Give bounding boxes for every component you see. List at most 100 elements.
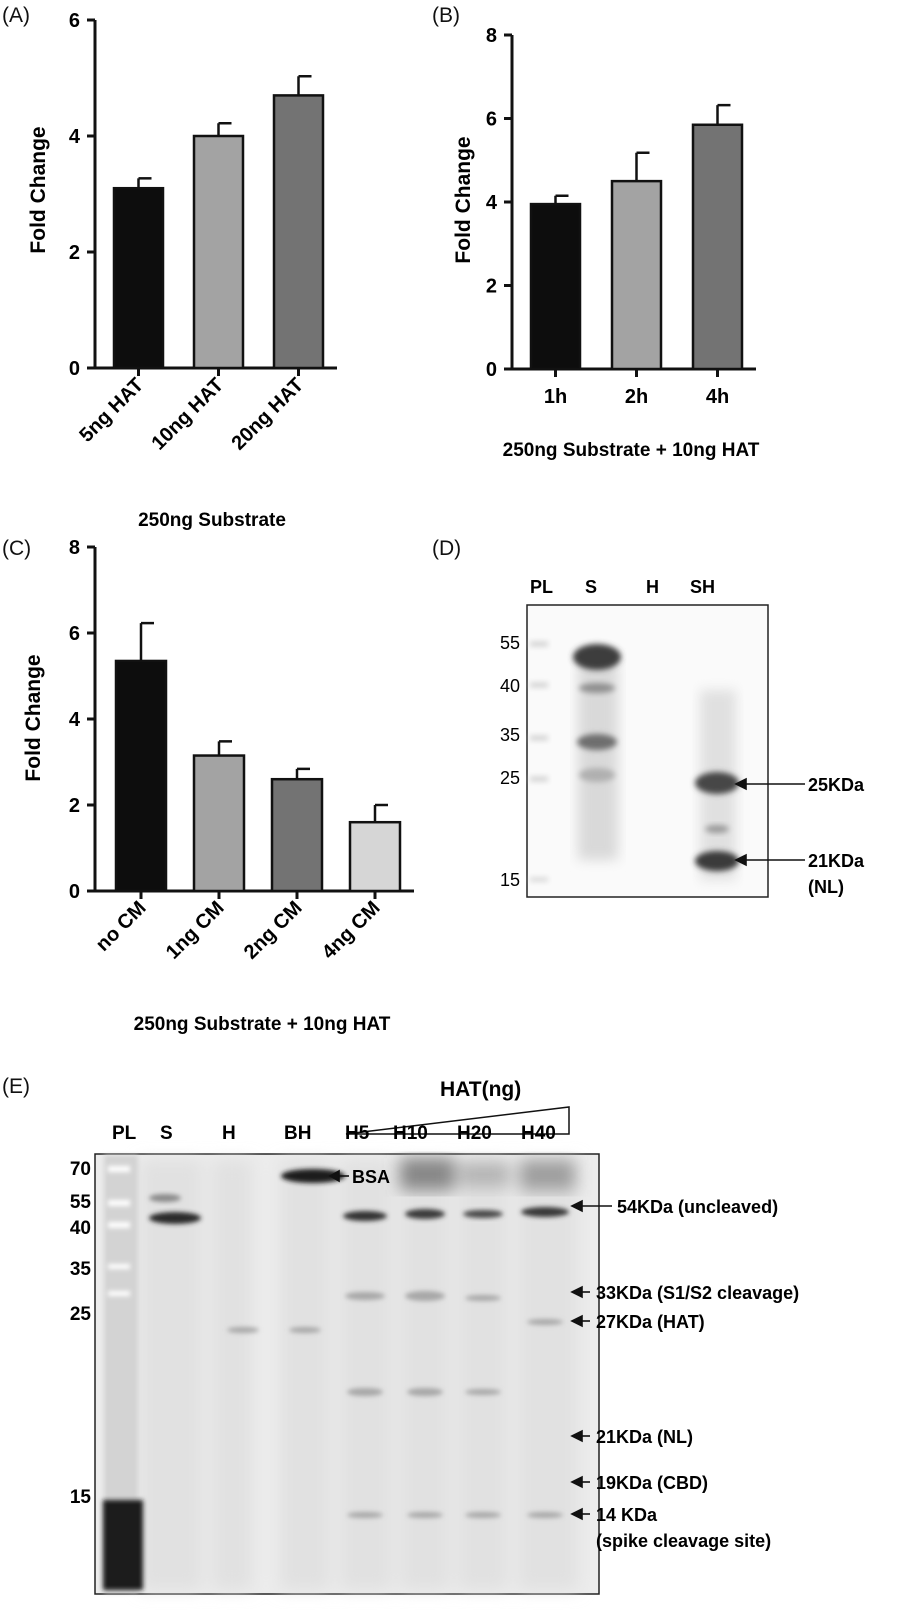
blot-d-band-s-main [573,644,621,670]
blot-d-marker-25: 25 [500,768,520,788]
panel-label-b: (B) [432,4,460,27]
gel-e-faint-bands [227,1291,563,1518]
gel-e-bsa-label: BSA [352,1167,390,1187]
chart-a-bar [272,94,325,370]
gel-e-marker-55: 55 [70,1192,92,1213]
blot-d-arrows [734,777,805,867]
gel-e-annotation-21kda: 21KDa (NL) [596,1427,693,1447]
blot-d-marker-55: 55 [500,633,520,653]
chart-c-y-tick-label: 4 [69,709,81,731]
gel-e-lane-pl: PL [112,1123,137,1144]
panel-label-e: (E) [2,1075,30,1098]
blot-d-annotation-21kda: 21KDa [808,851,865,871]
gel-e-annotation-19kda: 19KDa (CBD) [596,1473,708,1493]
blot-d-band-s-22 [579,768,615,782]
gel-e-lane-h10: H10 [393,1123,428,1144]
hat-gradient-triangle [345,1106,570,1135]
gel-e-band-h10-54 [405,1209,445,1219]
blot-d-lane-s: S [585,577,597,597]
gel-e-annotation-33kda: 33KDa (S1/S2 cleavage) [596,1283,799,1303]
blot-d-band-sh-23 [705,825,729,833]
chart-b-bar [529,202,582,371]
gel-e-annotation-54kda: 54KDa (uncleaved) [617,1197,778,1217]
panel-label-d: (D) [432,537,462,560]
gel-e-lane-h5: H5 [345,1123,370,1144]
gel-e-right-arrows [570,1199,612,1521]
panel-label-c: (C) [2,537,32,560]
blot-d-marker-15: 15 [500,870,520,890]
gel-e-band-bh-bsa [281,1169,345,1183]
chart-c-y-tick-label: 6 [69,623,80,645]
gel-e-lane-bh: BH [284,1123,311,1144]
gel-e-band-h5-54 [343,1211,387,1221]
gel-e-ladder-dark [103,1500,143,1590]
gel-e-top-smears [400,1158,575,1190]
gel-e-lane-h40: H40 [521,1123,556,1144]
chart-c-y-tick-label: 8 [69,537,80,559]
gel-e-lane-s: S [160,1123,173,1144]
chart-c-bar [192,754,246,893]
chart-b-y-tick-label: 8 [486,25,497,47]
blot-d-band-sh-21 [695,851,739,871]
chart-b-y-tick-label: 4 [486,192,498,214]
blot-d-band-s-40 [579,683,615,693]
gel-e-annotation-spike: (spike cleavage site) [596,1531,771,1551]
blot-d-annotation-25kda: 25KDa [808,775,865,795]
chart-a-y-tick-label: 6 [69,10,80,32]
chart-b-x-tick-label: 1h [544,386,567,408]
gel-e-bsa-arrow [328,1169,349,1183]
gel-e-lane-h: H [222,1123,236,1144]
blot-d-band-s-28 [577,734,617,750]
blot-d-ladder-bands [530,642,548,881]
blot-d-annotation-nl: (NL) [808,877,844,897]
chart-a-y-axis-label: Fold Change [27,126,50,253]
panel-label-a: (A) [2,4,30,27]
gel-e-lane-shading [140,1160,578,1590]
hat-gradient-label: HAT(ng) [440,1078,521,1101]
blot-d-lane-h: H [646,577,659,597]
chart-b-bar [610,179,663,371]
chart-c-bar [348,820,402,893]
chart-c-y-tick-label: 2 [69,795,80,817]
chart-a-y-tick-label: 2 [69,242,80,264]
chart-a-y-tick-label: 4 [69,126,81,148]
chart-a-x-axis-label: 250ng Substrate [138,510,286,531]
chart-c-y-axis-label: Fold Change [22,654,45,781]
chart-b-y-tick-label: 2 [486,276,497,298]
gel-e-band-h40-54 [521,1207,569,1217]
blot-d-s-smear [578,660,618,860]
blot-d-lane-pl: PL [530,577,553,597]
blot-d-lane-sh: SH [690,577,715,597]
chart-b-bar [691,123,744,371]
chart-c-bar [114,659,168,893]
chart-b-x-tick-label: 2h [625,386,648,408]
blot-d-marker-40: 40 [500,676,520,696]
gel-e-lane-h20: H20 [457,1123,492,1144]
chart-b-x-tick-label: 4h [706,386,729,408]
gel-e-marker-25: 25 [70,1304,92,1325]
gel-e-marker-70: 70 [70,1159,91,1180]
gel-e-annotation-27kda: 27KDa (HAT) [596,1312,705,1332]
chart-a-y-tick-label: 0 [69,358,80,380]
gel-e-marker-15: 15 [70,1487,92,1508]
gel-e-band-s-54 [149,1212,201,1224]
gel-e-marker-40: 40 [70,1218,91,1239]
gel-e-marker-35: 35 [70,1259,92,1280]
gel-e-ladder-bands [108,1166,130,1296]
gel-e-band-s-58 [149,1194,181,1202]
blot-d-band-sh-25 [695,772,739,794]
gel-e-annotation-14kda: 14 KDa [596,1505,658,1525]
chart-b-y-tick-label: 0 [486,359,497,381]
chart-c-y-tick-label: 0 [69,881,80,903]
chart-c-x-axis-label: 250ng Substrate + 10ng HAT [134,1014,391,1035]
gel-e-band-h20-54 [463,1210,503,1218]
chart-b-y-axis-label: Fold Change [452,136,475,263]
chart-b-y-tick-label: 6 [486,109,497,131]
chart-b-x-axis-label: 250ng Substrate + 10ng HAT [503,440,760,461]
blot-d-marker-35: 35 [500,725,520,745]
